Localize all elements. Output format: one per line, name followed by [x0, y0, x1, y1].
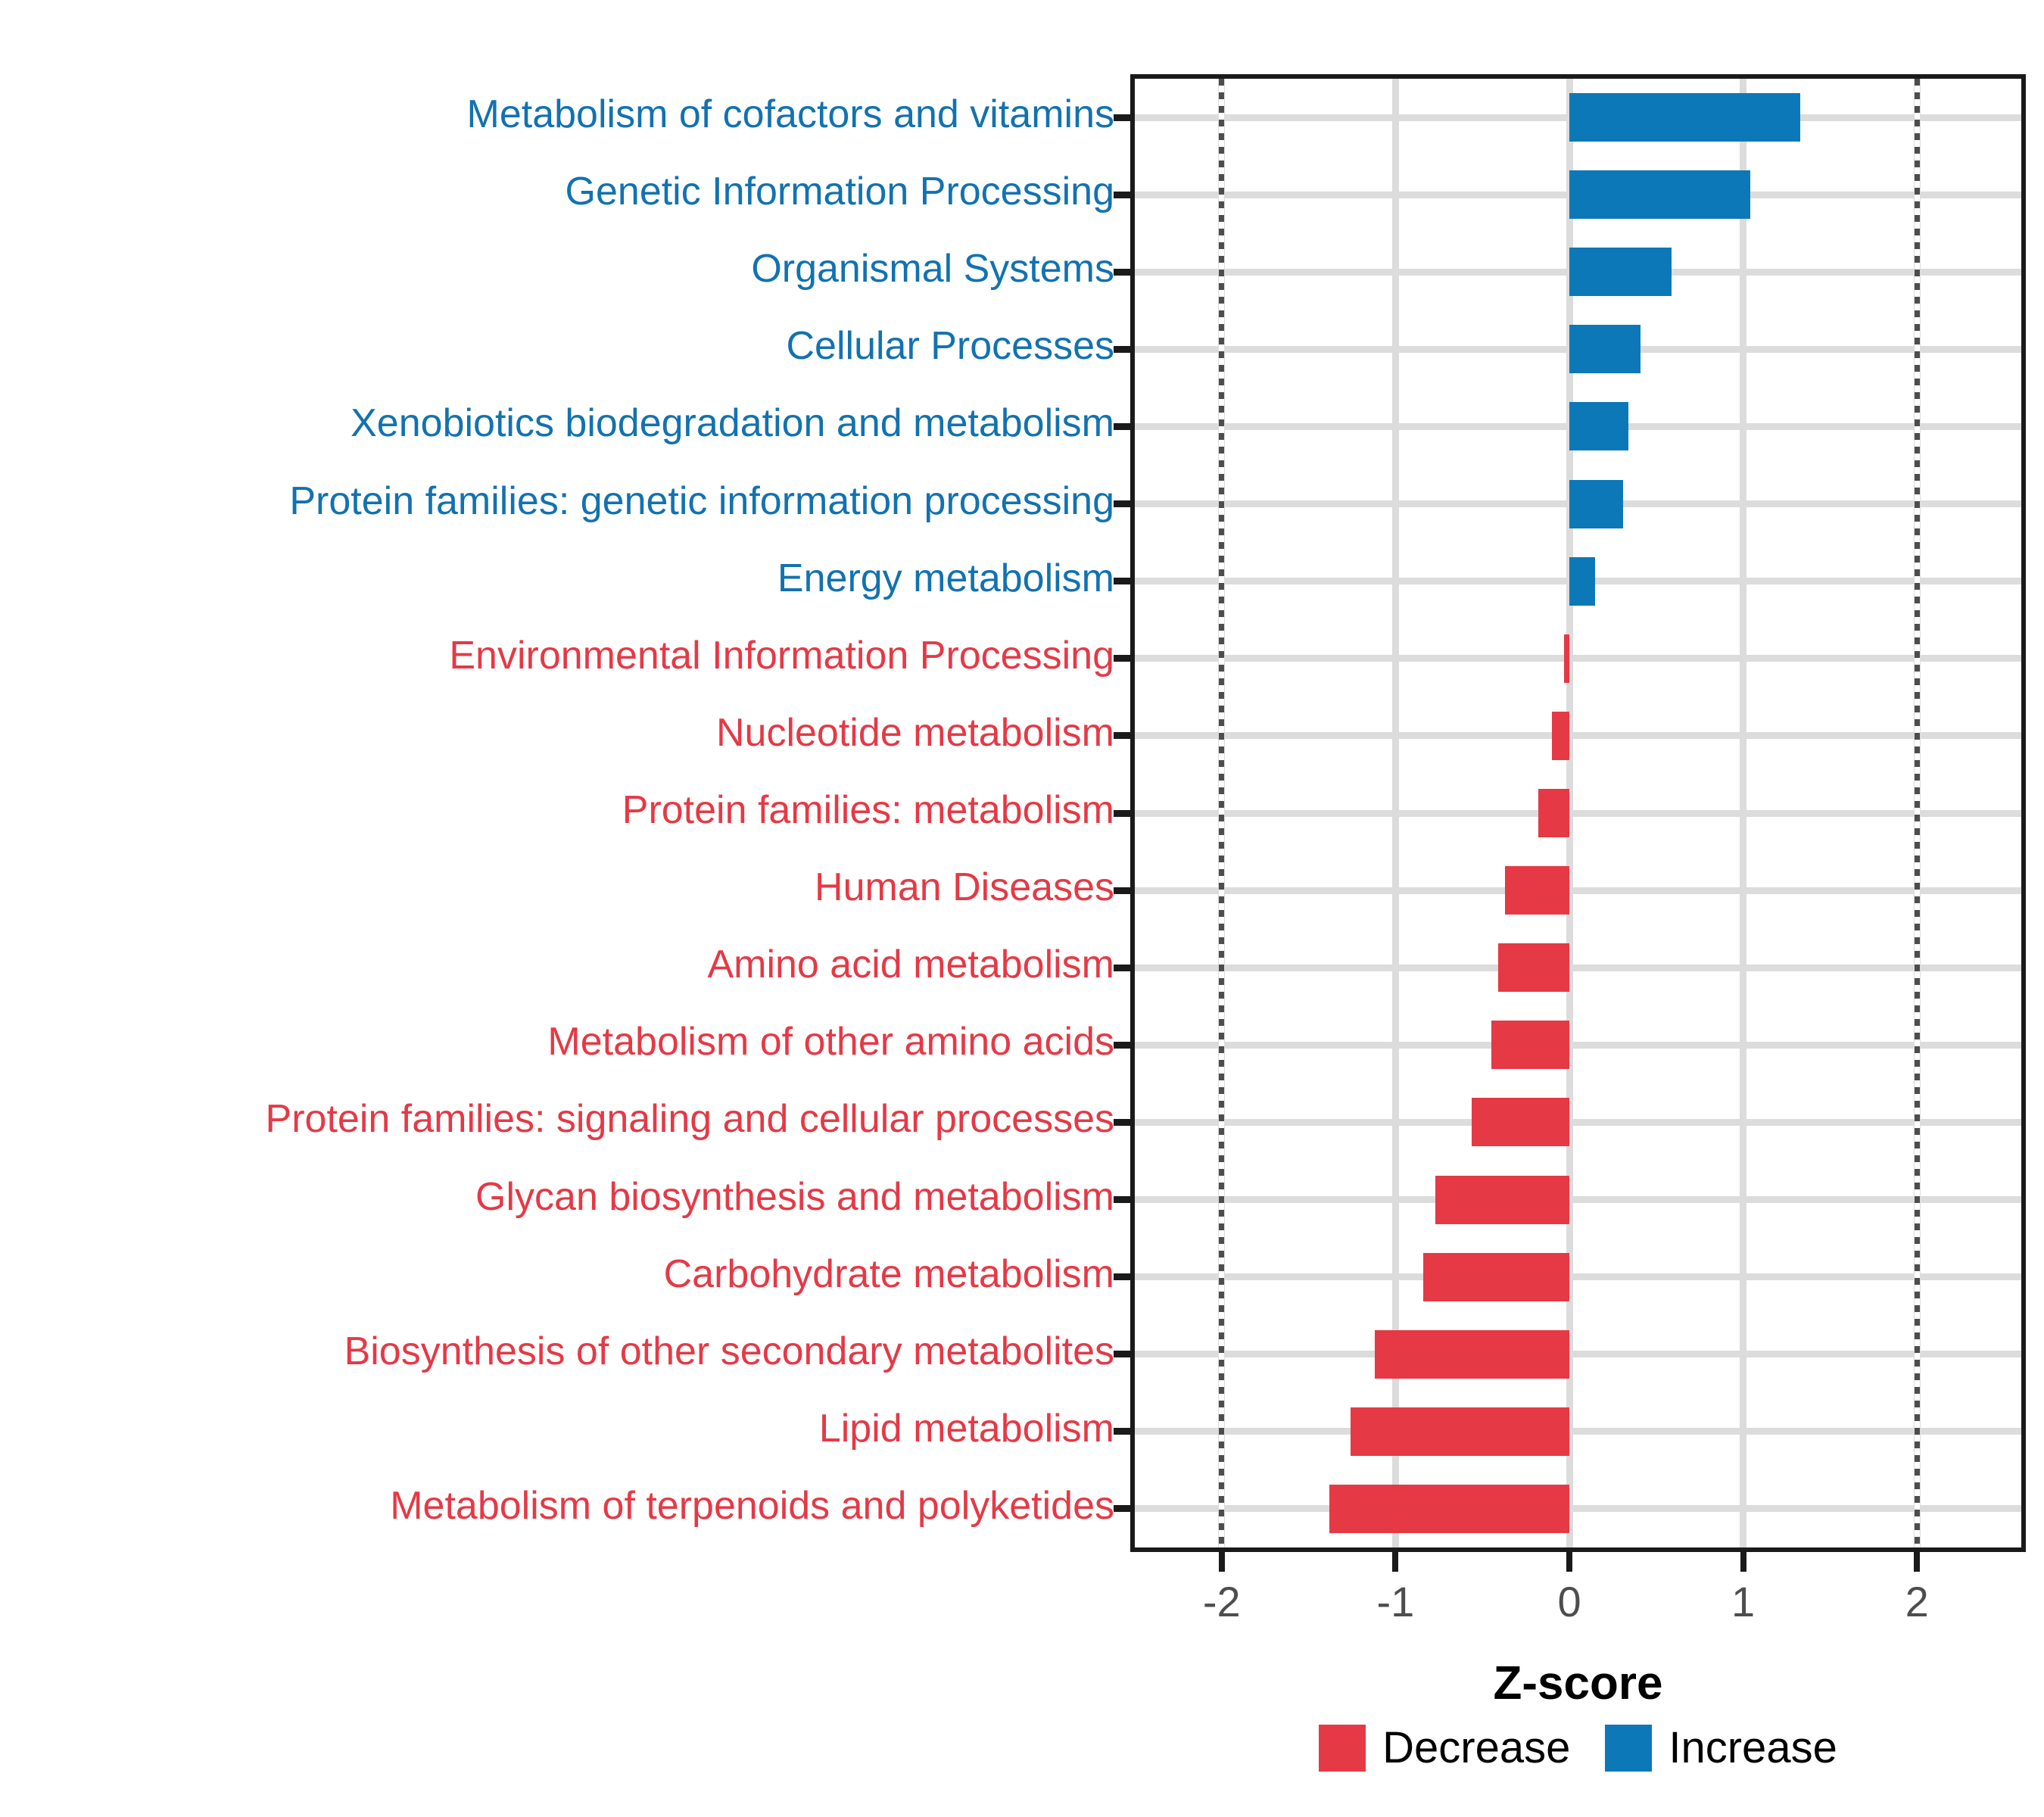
legend-label-decrease: Decrease: [1382, 1723, 1571, 1772]
bar: [1472, 1098, 1570, 1147]
y-axis-category-label: Protein families: genetic information pr…: [289, 478, 1114, 523]
legend-item-decrease[interactable]: Decrease: [1319, 1725, 1570, 1772]
y-axis-tick: [1114, 500, 1130, 508]
gridline-horizontal: [1135, 1351, 2021, 1358]
bar: [1423, 1252, 1569, 1301]
legend-swatch-increase: [1605, 1725, 1653, 1772]
x-axis-tick-label: -1: [1376, 1578, 1415, 1625]
bar: [1564, 634, 1569, 683]
x-axis-tick-label: 2: [1905, 1578, 1929, 1625]
y-axis-tick: [1114, 655, 1130, 662]
y-axis-category-label: Nucleotide metabolism: [715, 710, 1114, 755]
y-axis-category-label: Energy metabolism: [777, 556, 1114, 600]
gridline-horizontal: [1135, 1196, 2021, 1204]
bar: [1569, 93, 1801, 142]
y-axis-category-label: Protein families: metabolism: [622, 788, 1114, 832]
reference-line: [1219, 79, 1225, 1547]
x-axis-tick: [1218, 1552, 1225, 1572]
y-axis-category-label: Metabolism of cofactors and vitamins: [466, 92, 1114, 137]
bar: [1505, 866, 1570, 915]
y-axis-tick: [1114, 1428, 1130, 1435]
y-axis-tick: [1114, 964, 1130, 971]
bar: [1569, 248, 1672, 297]
y-axis-category-label: Human Diseases: [815, 865, 1114, 910]
bar: [1569, 325, 1641, 374]
x-axis-tick-label: 1: [1731, 1578, 1756, 1625]
y-axis-category-label: Biosynthesis of other secondary metaboli…: [344, 1329, 1114, 1373]
gridline-horizontal: [1135, 809, 2021, 817]
y-axis-category-label: Lipid metabolism: [818, 1406, 1114, 1451]
gridline-horizontal: [1135, 1041, 2021, 1049]
y-axis-tick: [1114, 1196, 1130, 1204]
y-axis-tick: [1114, 1273, 1130, 1281]
y-axis-category-label: Glycan biosynthesis and metabolism: [475, 1174, 1114, 1219]
bar: [1329, 1484, 1569, 1533]
reference-line: [1914, 79, 1920, 1547]
x-axis-tick: [1392, 1552, 1399, 1572]
y-axis-category-label: Carbohydrate metabolism: [663, 1251, 1114, 1296]
gridline-horizontal: [1135, 964, 2021, 971]
x-axis-tick-label: 0: [1557, 1578, 1581, 1625]
legend-label-increase: Increase: [1669, 1723, 1837, 1772]
gridline-horizontal: [1135, 1505, 2021, 1513]
bar: [1569, 170, 1750, 220]
y-axis-category-label: Metabolism of other amino acids: [547, 1020, 1114, 1064]
bar: [1569, 479, 1624, 528]
y-axis-tick: [1114, 422, 1130, 430]
x-axis-title: Z-score: [1493, 1657, 1663, 1709]
gridline-vertical: [1391, 79, 1399, 1547]
y-axis-category-label: Amino acid metabolism: [707, 943, 1114, 987]
y-axis-tick: [1114, 732, 1130, 740]
y-axis-tick: [1114, 578, 1130, 585]
y-axis-tick: [1114, 345, 1130, 353]
bar: [1538, 789, 1570, 837]
y-axis-category-label: Xenobiotics biodegradation and metabolis…: [351, 401, 1114, 446]
y-axis-tick: [1114, 1505, 1130, 1513]
bar: [1552, 711, 1569, 760]
y-axis-category-label: Cellular Processes: [786, 324, 1115, 369]
x-axis-tick: [1566, 1552, 1573, 1572]
legend-swatch-decrease: [1319, 1725, 1366, 1772]
y-axis-tick: [1114, 114, 1130, 121]
x-axis-tick: [1740, 1552, 1746, 1572]
y-axis-category-label: Genetic Information Processing: [565, 170, 1114, 214]
bar: [1350, 1407, 1569, 1456]
bar: [1497, 943, 1569, 993]
chart-legend: Decrease Increase: [1130, 1725, 2026, 1772]
y-axis-category-label: Organismal Systems: [751, 247, 1114, 291]
y-axis-tick: [1114, 268, 1130, 276]
x-axis-tick-label: -2: [1202, 1578, 1241, 1625]
gridline-horizontal: [1135, 1118, 2021, 1126]
gridline-horizontal: [1135, 887, 2021, 894]
y-axis-tick: [1114, 887, 1130, 894]
y-axis-category-label: Environmental Information Processing: [449, 633, 1114, 678]
x-axis-tick: [1914, 1552, 1921, 1572]
gridline-horizontal: [1135, 1273, 2021, 1281]
y-axis-tick: [1114, 1118, 1130, 1126]
y-axis-category-label: Protein families: signaling and cellular…: [265, 1097, 1114, 1142]
y-axis-tick: [1114, 1041, 1130, 1049]
bar: [1569, 402, 1629, 451]
bar: [1374, 1329, 1569, 1379]
gridline-horizontal: [1135, 655, 2021, 662]
y-axis-tick: [1114, 1351, 1130, 1358]
y-axis-category-label: Metabolism of terpenoids and polyketides: [390, 1483, 1114, 1528]
bar: [1569, 556, 1596, 606]
gridline-horizontal: [1135, 732, 2021, 740]
gridline-vertical: [1566, 79, 1573, 1547]
plot-panel: [1130, 74, 2026, 1552]
y-axis-tick: [1114, 809, 1130, 817]
bar: [1435, 1175, 1570, 1224]
y-axis-tick: [1114, 191, 1130, 198]
bar: [1491, 1021, 1569, 1070]
gridline-horizontal: [1135, 1428, 2021, 1435]
gridline-vertical: [1740, 79, 1747, 1547]
legend-item-increase[interactable]: Increase: [1605, 1725, 1837, 1772]
